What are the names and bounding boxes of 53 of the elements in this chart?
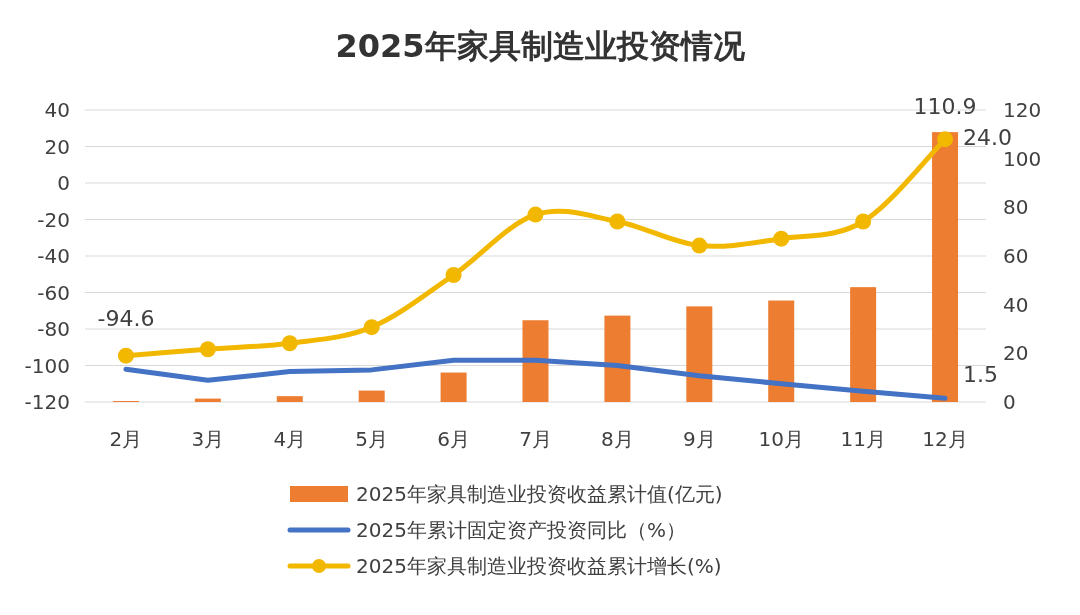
legend-label: 2025年累计固定资产投资同比（%） bbox=[356, 518, 686, 542]
point bbox=[937, 131, 954, 148]
x-tick-label: 8月 bbox=[601, 427, 634, 451]
y2-tick-label: 40 bbox=[1003, 292, 1029, 317]
point bbox=[527, 206, 544, 223]
bar bbox=[522, 320, 549, 402]
y-tick-label: -40 bbox=[37, 244, 70, 268]
y2-tick-label: 80 bbox=[1003, 195, 1029, 220]
y2-tick-label: 20 bbox=[1003, 341, 1029, 366]
x-tick-label: 7月 bbox=[519, 427, 552, 451]
x-tick-label: 3月 bbox=[191, 427, 225, 451]
y-tick-label: -80 bbox=[37, 317, 70, 341]
point bbox=[855, 213, 872, 230]
point bbox=[609, 213, 626, 230]
bar bbox=[768, 300, 795, 402]
y-tick-label: 0 bbox=[57, 171, 70, 195]
bar bbox=[604, 315, 631, 402]
x-tick-label: 12月 bbox=[922, 427, 968, 451]
x-tick-label: 10月 bbox=[758, 427, 804, 451]
y2-tick-label: 0 bbox=[1003, 390, 1016, 414]
legend-label: 2025年家具制造业投资收益累计增长(%) bbox=[356, 554, 722, 578]
bar bbox=[358, 390, 385, 402]
x-tick-label: 2月 bbox=[109, 427, 143, 451]
x-tick-label: 9月 bbox=[682, 427, 716, 451]
bar bbox=[276, 396, 303, 402]
x-tick-label: 6月 bbox=[437, 427, 470, 451]
bar bbox=[932, 132, 959, 402]
data-label: 1.5 bbox=[963, 362, 999, 388]
x-tick-label: 11月 bbox=[840, 427, 886, 451]
point bbox=[199, 341, 216, 358]
point bbox=[691, 237, 708, 254]
point bbox=[363, 319, 380, 336]
data-label: -94.6 bbox=[97, 305, 155, 331]
y2-tick-label: 60 bbox=[1003, 244, 1029, 268]
y-tick-label: -60 bbox=[37, 280, 70, 305]
point bbox=[117, 347, 134, 364]
y-tick-label: -120 bbox=[24, 390, 70, 414]
y-tick-label: -100 bbox=[24, 353, 70, 378]
bar bbox=[686, 306, 713, 402]
chart-title: 2025年家具制造业投资情况 bbox=[335, 27, 746, 65]
x-tick-label: 5月 bbox=[355, 427, 389, 451]
point bbox=[445, 266, 462, 283]
y-tick-label: 20 bbox=[44, 134, 70, 159]
x-tick-label: 4月 bbox=[273, 427, 307, 451]
point bbox=[281, 335, 298, 352]
y2-tick-label: 120 bbox=[1003, 98, 1042, 122]
legend-label: 2025年家具制造业投资收益累计值(亿元) bbox=[356, 482, 723, 506]
bar bbox=[440, 372, 467, 402]
y-tick-label: -20 bbox=[37, 207, 70, 232]
bar bbox=[850, 287, 877, 402]
data-label: 110.9 bbox=[913, 94, 977, 120]
y-tick-label: 40 bbox=[44, 98, 70, 122]
point bbox=[773, 230, 790, 247]
